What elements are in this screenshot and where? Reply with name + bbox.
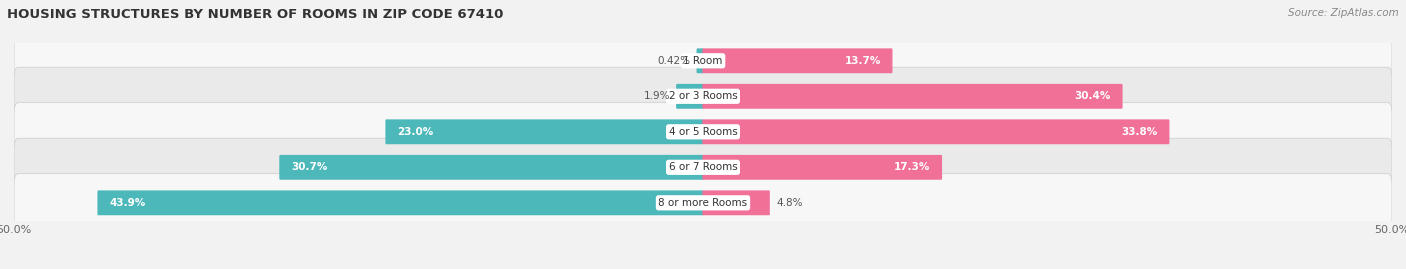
Text: 2 or 3 Rooms: 2 or 3 Rooms: [669, 91, 737, 101]
Text: 23.0%: 23.0%: [396, 127, 433, 137]
FancyBboxPatch shape: [97, 190, 703, 215]
FancyBboxPatch shape: [676, 84, 703, 109]
Text: 43.9%: 43.9%: [110, 198, 145, 208]
Text: 4.8%: 4.8%: [776, 198, 803, 208]
FancyBboxPatch shape: [703, 48, 893, 73]
Text: 1 Room: 1 Room: [683, 56, 723, 66]
FancyBboxPatch shape: [703, 119, 1170, 144]
Text: 13.7%: 13.7%: [845, 56, 880, 66]
FancyBboxPatch shape: [14, 138, 1392, 196]
FancyBboxPatch shape: [280, 155, 703, 180]
FancyBboxPatch shape: [385, 119, 703, 144]
FancyBboxPatch shape: [703, 84, 1122, 109]
Text: 4 or 5 Rooms: 4 or 5 Rooms: [669, 127, 737, 137]
Text: 17.3%: 17.3%: [894, 162, 931, 172]
Text: 0.42%: 0.42%: [658, 56, 690, 66]
FancyBboxPatch shape: [703, 155, 942, 180]
FancyBboxPatch shape: [14, 174, 1392, 232]
FancyBboxPatch shape: [696, 48, 703, 73]
Text: 30.7%: 30.7%: [291, 162, 328, 172]
Text: 8 or more Rooms: 8 or more Rooms: [658, 198, 748, 208]
FancyBboxPatch shape: [14, 103, 1392, 161]
FancyBboxPatch shape: [703, 190, 770, 215]
FancyBboxPatch shape: [14, 67, 1392, 125]
FancyBboxPatch shape: [14, 32, 1392, 90]
Text: 1.9%: 1.9%: [644, 91, 669, 101]
Text: 6 or 7 Rooms: 6 or 7 Rooms: [669, 162, 737, 172]
Text: HOUSING STRUCTURES BY NUMBER OF ROOMS IN ZIP CODE 67410: HOUSING STRUCTURES BY NUMBER OF ROOMS IN…: [7, 8, 503, 21]
Text: Source: ZipAtlas.com: Source: ZipAtlas.com: [1288, 8, 1399, 18]
Text: 33.8%: 33.8%: [1122, 127, 1157, 137]
Text: 30.4%: 30.4%: [1074, 91, 1111, 101]
